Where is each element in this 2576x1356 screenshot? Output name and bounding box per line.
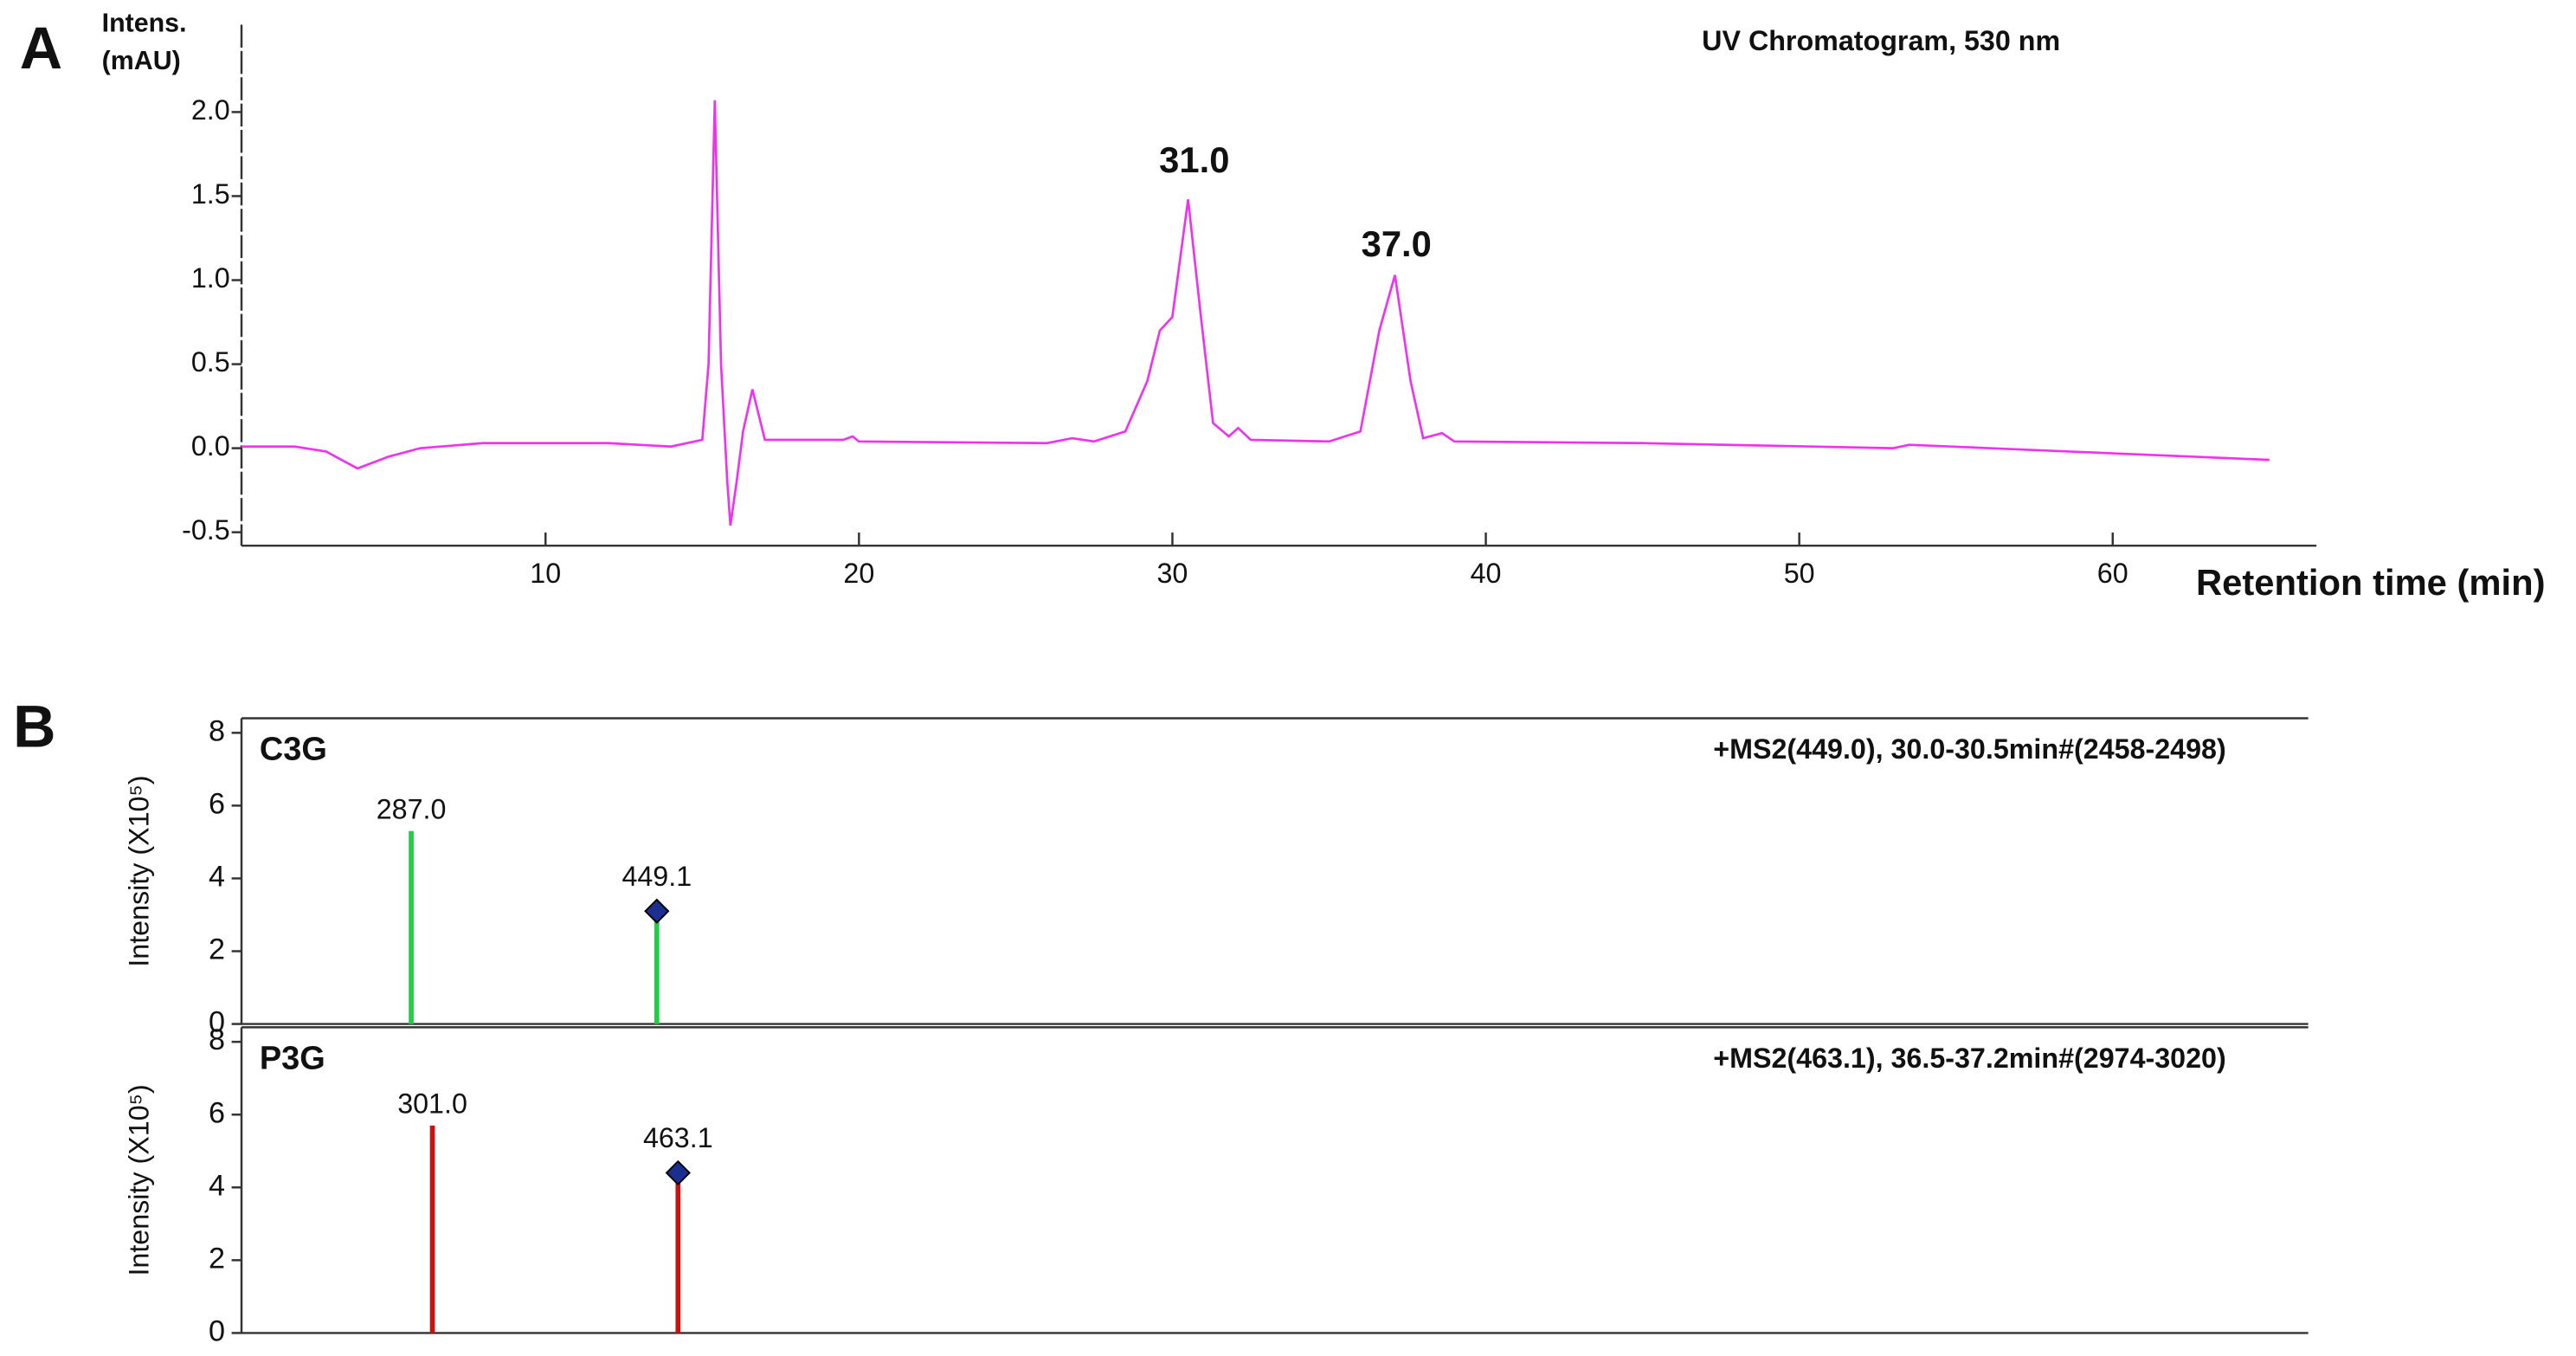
x-tick-label: 40	[1471, 558, 1502, 589]
y-tick-label: 2.0	[191, 94, 230, 126]
peak-label: 301.0	[397, 1088, 467, 1120]
y-axis-label: Intens.	[102, 9, 187, 37]
precursor-marker	[644, 898, 670, 924]
y-axis-label: Intensity (X10⁵)	[124, 775, 155, 966]
y-tick-label: 8	[209, 1023, 225, 1056]
y-tick-label: 4	[209, 1169, 225, 1202]
y-tick-label: 2	[209, 933, 225, 966]
panel-label: A	[20, 16, 62, 81]
y-tick-label: 1.5	[191, 178, 230, 210]
x-tick-label: 10	[530, 558, 561, 589]
peak-label: 287.0	[377, 794, 447, 825]
subplot-title: +MS2(449.0), 30.0-30.5min#(2458-2498)	[1713, 733, 2225, 765]
peak-annotation: 31.0	[1159, 139, 1229, 180]
y-axis-label: (mAU)	[102, 47, 181, 75]
x-tick-label: 30	[1157, 558, 1188, 589]
y-tick-label: 0	[209, 1314, 225, 1347]
y-tick-label: 0.0	[191, 430, 230, 462]
subplot-title: +MS2(463.1), 36.5-37.2min#(2974-3020)	[1713, 1043, 2225, 1074]
peak-annotation: 37.0	[1362, 223, 1432, 264]
y-tick-label: -0.5	[182, 514, 230, 546]
chart-title: UV Chromatogram, 530 nm	[1702, 25, 2060, 56]
x-tick-label: 50	[1784, 558, 1815, 589]
subplot-label: C3G	[260, 731, 327, 767]
panel-label: B	[13, 694, 55, 760]
y-axis-label: Intensity (X10⁵)	[124, 1084, 155, 1275]
y-tick-label: 2	[209, 1242, 225, 1275]
y-tick-label: 8	[209, 714, 225, 747]
x-tick-label: 20	[843, 558, 874, 589]
y-tick-label: 0.5	[191, 346, 230, 378]
y-tick-label: 4	[209, 860, 225, 893]
x-axis-label: Retention time (min)	[2196, 562, 2546, 603]
peak-label: 463.1	[643, 1122, 713, 1153]
subplot-label: P3G	[260, 1040, 325, 1076]
y-tick-label: 6	[209, 1096, 225, 1129]
y-tick-label: 1.0	[191, 262, 230, 294]
chromatogram-line	[242, 100, 2270, 526]
y-tick-label: 0	[209, 1006, 225, 1039]
x-tick-label: 60	[2097, 558, 2128, 589]
y-tick-label: 6	[209, 787, 225, 820]
peak-label: 449.1	[621, 861, 692, 892]
precursor-marker	[665, 1159, 691, 1186]
